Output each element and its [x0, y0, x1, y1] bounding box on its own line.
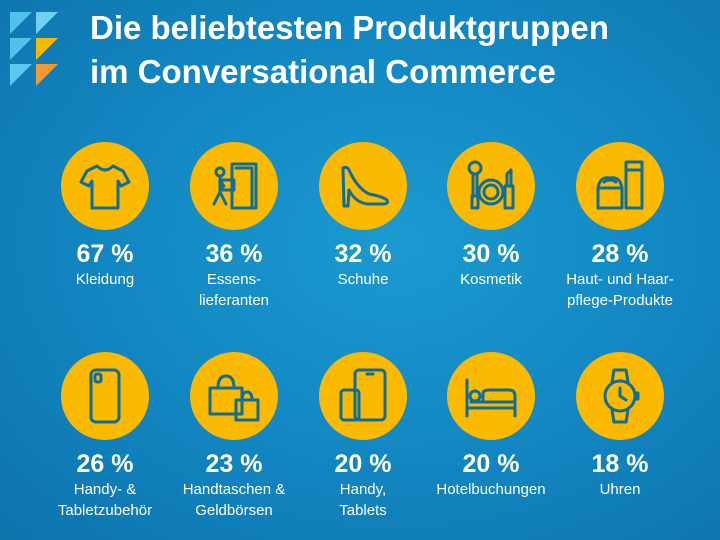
- brand-logo: [10, 12, 58, 86]
- shopping-bags-icon: [208, 374, 260, 422]
- icon-circle: [576, 142, 664, 230]
- page-title: Die beliebtesten Produktgruppen im Conve…: [90, 6, 710, 94]
- hotel-bed-icon: [465, 378, 517, 418]
- category-percent: 36 %: [205, 240, 263, 268]
- category-label: Handy- & Tabletzubehör: [57, 481, 153, 519]
- title-line-1: Die beliebtesten Produktgruppen: [90, 9, 609, 46]
- icon-circle: [447, 142, 535, 230]
- icon-circle: [576, 352, 664, 440]
- cosmetics-icon: [467, 160, 515, 210]
- title-line-2: im Conversational Commerce: [90, 53, 556, 90]
- watch-icon: [603, 368, 640, 424]
- category-percent: 18 %: [591, 450, 649, 478]
- category-label: Haut- und Haar- pflege-Produkte: [566, 271, 674, 309]
- category-label: Handtaschen & Geldbörsen: [182, 481, 286, 519]
- category-percent: 20 %: [334, 450, 392, 478]
- category-percent: 32 %: [334, 240, 392, 268]
- category-label: Kleidung: [75, 271, 135, 288]
- category-percent: 30 %: [462, 240, 520, 268]
- icon-circle: [319, 352, 407, 440]
- category-percent: 26 %: [76, 450, 134, 478]
- phone-tablet-icon: [339, 368, 387, 422]
- icon-circle: [190, 142, 278, 230]
- category-percent: 67 %: [76, 240, 134, 268]
- icon-circle: [61, 352, 149, 440]
- icon-circle: [61, 142, 149, 230]
- category-percent: 23 %: [205, 450, 263, 478]
- category-percent: 28 %: [591, 240, 649, 268]
- category-label: Uhren: [599, 481, 641, 498]
- category-label: Kosmetik: [460, 271, 522, 288]
- category-label: Essens- lieferanten: [198, 271, 270, 309]
- delivery-person-icon: [212, 162, 258, 210]
- icon-circle: [190, 352, 278, 440]
- high-heel-shoe-icon: [341, 165, 389, 208]
- phone-case-icon: [89, 368, 121, 424]
- skincare-icon: [596, 160, 644, 210]
- icon-circle: [447, 352, 535, 440]
- category-percent: 20 %: [462, 450, 520, 478]
- category-label: Handy, Tablets: [339, 481, 387, 519]
- category-label: Schuhe: [337, 271, 389, 288]
- tshirt-icon: [79, 164, 131, 210]
- category-label: Hotelbuchungen: [436, 481, 546, 498]
- icon-circle: [319, 142, 407, 230]
